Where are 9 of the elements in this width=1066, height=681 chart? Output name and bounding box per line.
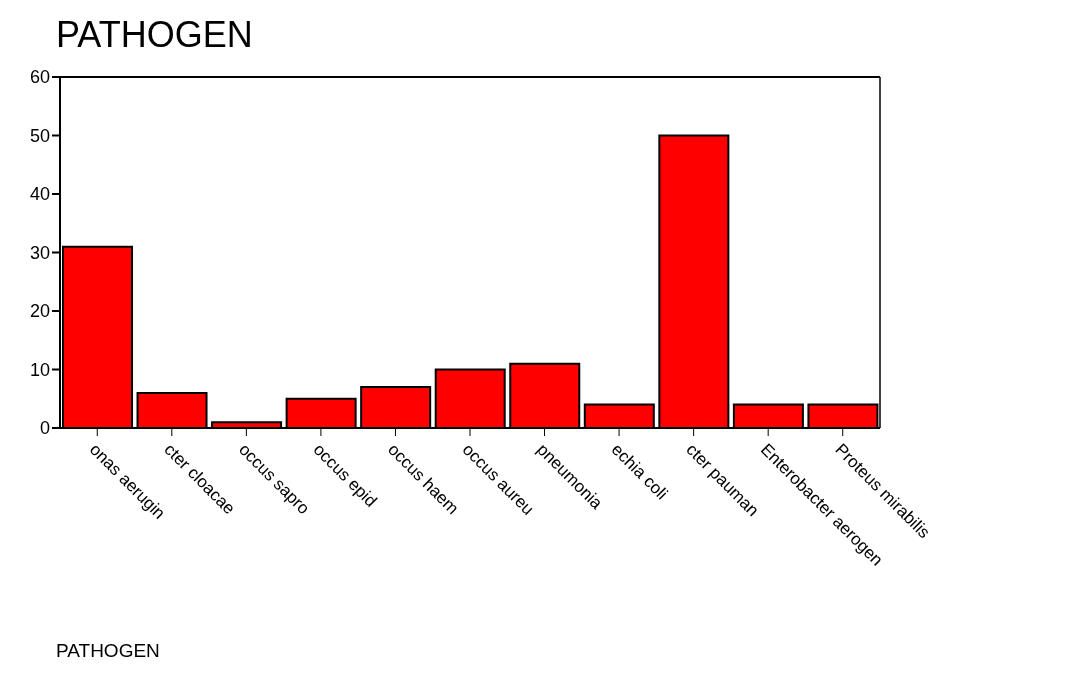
y-tick-label: 0 [39,418,50,439]
y-tick-label: 60 [29,67,50,88]
x-axis-title: PATHOGEN [56,640,160,662]
y-tick-label: 40 [29,184,50,205]
y-tick-label: 30 [29,242,50,263]
y-tick-label: 20 [29,301,50,322]
chart-title: PATHOGEN [56,14,253,56]
y-tick-label: 50 [29,125,50,146]
y-tick-label: 10 [29,359,50,380]
